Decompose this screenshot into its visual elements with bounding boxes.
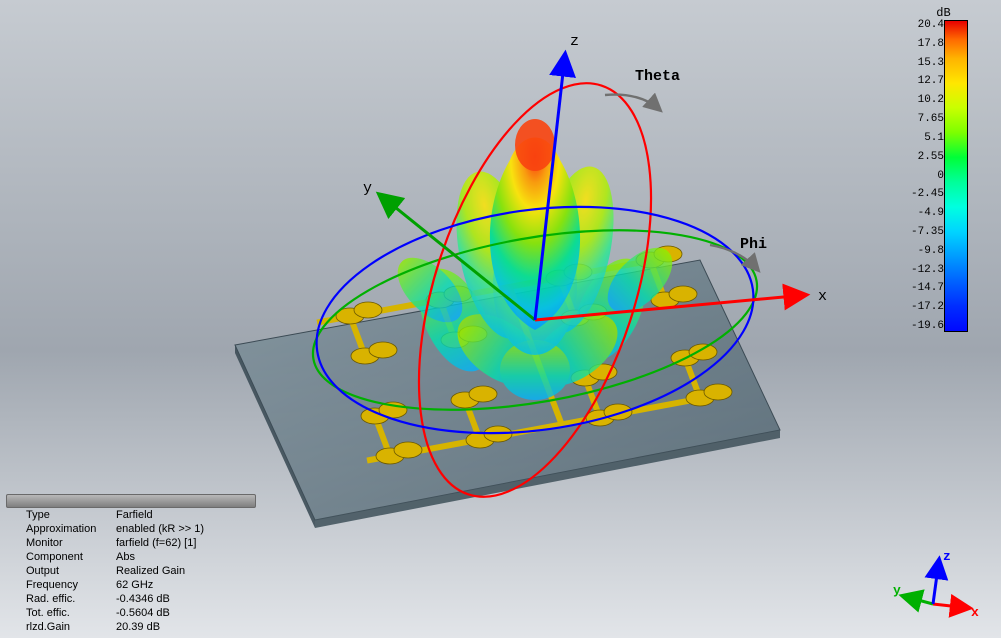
z-axis-label: z (570, 33, 579, 50)
info-key: Monitor (26, 536, 116, 550)
info-key: Output (26, 564, 116, 578)
scale-tick: -14.7 (900, 283, 944, 294)
scale-tick: 0 (900, 171, 944, 182)
scale-tick: 7.65 (900, 114, 944, 125)
scale-tick: 2.55 (900, 152, 944, 163)
info-row: Frequency62 GHz (26, 578, 286, 592)
scale-tick: -17.2 (900, 302, 944, 313)
info-val: enabled (kR >> 1) (116, 522, 286, 536)
color-scale-unit: dB (896, 6, 991, 20)
info-panel: TypeFarfield Approximationenabled (kR >>… (6, 502, 294, 638)
scale-tick: 17.8 (900, 39, 944, 50)
info-row: rlzd.Gain20.39 dB (26, 620, 286, 634)
info-val: -0.4346 dB (116, 592, 286, 606)
x-axis-label: x (818, 288, 827, 305)
info-key: Type (26, 508, 116, 522)
y-axis-label: y (363, 180, 372, 197)
info-val: farfield (f=62) [1] (116, 536, 286, 550)
info-row: Rad. effic.-0.4346 dB (26, 592, 286, 606)
info-row: OutputRealized Gain (26, 564, 286, 578)
info-val: Farfield (116, 508, 286, 522)
color-scale-ticks: 20.4 17.8 15.3 12.7 10.2 7.65 5.1 2.55 0… (900, 20, 944, 332)
scale-tick: -9.8 (900, 246, 944, 257)
info-row: Tot. effic.-0.5604 dB (26, 606, 286, 620)
scale-tick: -2.45 (900, 189, 944, 200)
info-row: TypeFarfield (26, 508, 286, 522)
scale-tick: -19.6 (900, 321, 944, 332)
scale-tick: -12.3 (900, 265, 944, 276)
triad-y-label: y (893, 583, 901, 598)
info-key: Component (26, 550, 116, 564)
color-scale-bar (944, 20, 968, 332)
scale-tick: 12.7 (900, 76, 944, 87)
angle-arrows (605, 95, 758, 270)
info-val: Realized Gain (116, 564, 286, 578)
info-row: Approximationenabled (kR >> 1) (26, 522, 286, 536)
info-row: Monitorfarfield (f=62) [1] (26, 536, 286, 550)
info-key: Tot. effic. (26, 606, 116, 620)
scale-tick: 15.3 (900, 58, 944, 69)
info-val: Abs (116, 550, 286, 564)
scale-tick: 20.4 (900, 20, 944, 31)
theta-label: Theta (635, 68, 680, 85)
scale-tick: 5.1 (900, 133, 944, 144)
color-scale: dB 20.4 17.8 15.3 12.7 10.2 7.65 5.1 2.5… (896, 6, 991, 332)
scale-tick: 10.2 (900, 95, 944, 106)
info-key: Rad. effic. (26, 592, 116, 606)
info-val: -0.5604 dB (116, 606, 286, 620)
info-key: rlzd.Gain (26, 620, 116, 634)
info-val: 62 GHz (116, 578, 286, 592)
scale-tick: -4.9 (900, 208, 944, 219)
info-key: Approximation (26, 522, 116, 536)
info-val: 20.39 dB (116, 620, 286, 634)
orientation-triad[interactable]: x y z (891, 546, 981, 626)
phi-label: Phi (740, 236, 767, 253)
viewport-3d[interactable]: z x y Theta Phi dB 20.4 17.8 15.3 12.7 1… (0, 0, 1001, 638)
info-key: Frequency (26, 578, 116, 592)
triad-x-label: x (971, 605, 979, 620)
scale-tick: -7.35 (900, 227, 944, 238)
info-row: ComponentAbs (26, 550, 286, 564)
triad-z-label: z (943, 549, 951, 564)
